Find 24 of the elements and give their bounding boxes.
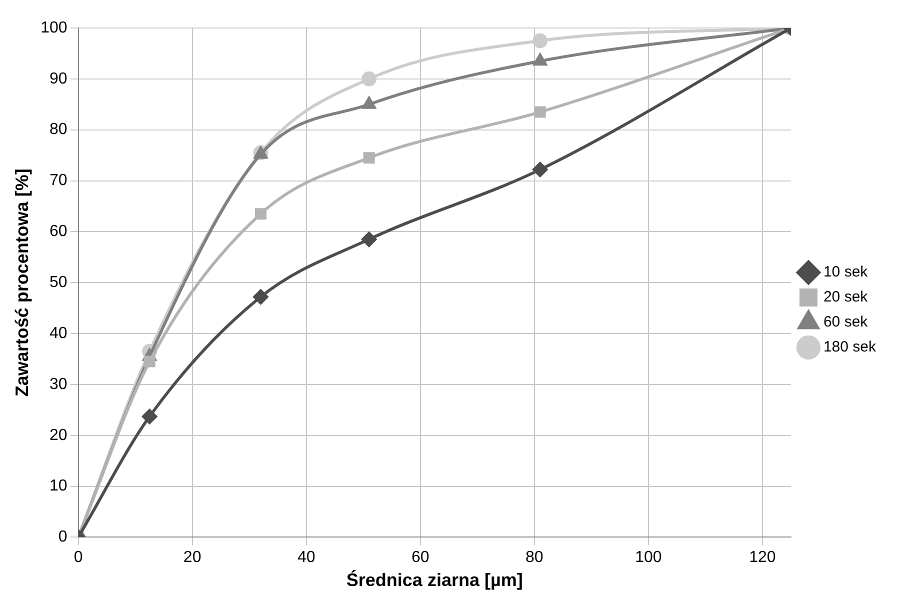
x-tick-label: 0 (74, 549, 83, 566)
y-tick-label: 80 (50, 121, 68, 138)
y-tick-label: 0 (58, 528, 68, 546)
y-tick-label: 70 (50, 172, 68, 190)
y-tick-label: 50 (50, 274, 68, 292)
y-tick-label: 100 (40, 19, 68, 36)
legend-label: 60 sek (823, 314, 868, 331)
y-tick-label: 40 (50, 324, 68, 342)
x-axis-title: Średnica ziarna [µm] (346, 570, 523, 590)
legend-label: 10 sek (823, 264, 868, 281)
legend-label: 20 sek (823, 288, 868, 306)
y-axis-title: Zawartość procentowa [%] (12, 168, 32, 397)
x-tick-label: 20 (183, 549, 202, 566)
x-tick-label: 120 (749, 549, 776, 566)
legend-label: 180 sek (823, 338, 876, 356)
x-tick-label: 40 (297, 549, 316, 566)
y-tick-label: 20 (50, 426, 68, 444)
y-tick-label: 60 (50, 223, 68, 240)
y-tick-label: 30 (50, 376, 68, 393)
y-tick-label: 90 (50, 70, 68, 88)
y-tick-label: 10 (50, 478, 68, 495)
x-tick-label: 80 (526, 549, 544, 566)
x-tick-label: 60 (411, 549, 430, 566)
x-tick-label: 100 (635, 549, 662, 566)
